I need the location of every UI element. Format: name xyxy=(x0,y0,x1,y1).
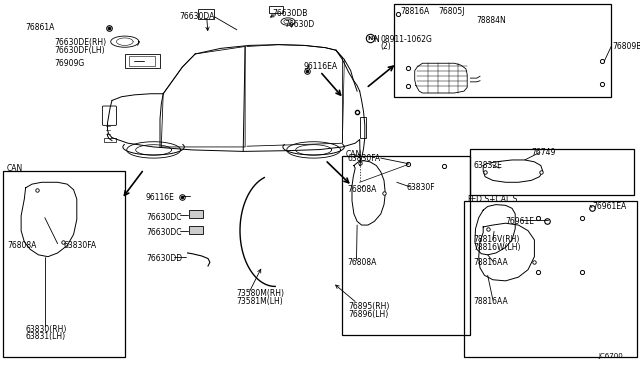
Text: 78816A: 78816A xyxy=(400,7,429,16)
Text: 76808A: 76808A xyxy=(348,185,377,194)
Text: 78884N: 78884N xyxy=(477,16,506,25)
Text: 78816V(RH): 78816V(RH) xyxy=(474,235,520,244)
Text: 76630DC: 76630DC xyxy=(146,213,181,222)
Text: FED.S+CAL.S: FED.S+CAL.S xyxy=(467,195,518,204)
Text: 76808A: 76808A xyxy=(348,258,377,267)
Text: 76805J: 76805J xyxy=(438,7,465,16)
Text: 76630DC: 76630DC xyxy=(146,228,181,237)
Text: CAN: CAN xyxy=(6,164,22,173)
FancyBboxPatch shape xyxy=(189,226,203,234)
Text: 76630DA: 76630DA xyxy=(179,12,214,21)
Text: 96116EA: 96116EA xyxy=(304,62,338,71)
Text: N: N xyxy=(367,36,372,41)
Text: 76630DB: 76630DB xyxy=(272,9,307,17)
Text: 08911-1062G: 08911-1062G xyxy=(380,35,432,44)
Text: 96116E: 96116E xyxy=(146,193,175,202)
Text: 76630D: 76630D xyxy=(285,20,315,29)
Text: 73580M(RH): 73580M(RH) xyxy=(237,289,285,298)
Text: 76961EA: 76961EA xyxy=(592,202,627,211)
Text: 78816AA: 78816AA xyxy=(474,258,508,267)
Text: CAN: CAN xyxy=(346,150,362,159)
Text: 76909G: 76909G xyxy=(54,59,84,68)
Text: 63831(LH): 63831(LH) xyxy=(26,332,66,341)
Text: (2): (2) xyxy=(380,42,391,51)
Text: 63830(RH): 63830(RH) xyxy=(26,325,67,334)
Text: 78816W(LH): 78816W(LH) xyxy=(474,243,521,252)
Text: 76808A: 76808A xyxy=(8,241,37,250)
Text: 78816AA: 78816AA xyxy=(474,297,508,306)
Text: 63830FA: 63830FA xyxy=(348,154,381,163)
Text: 73581M(LH): 73581M(LH) xyxy=(237,297,284,306)
Text: N: N xyxy=(373,35,379,44)
Text: 76961E: 76961E xyxy=(506,217,534,226)
Text: JC6700: JC6700 xyxy=(598,353,623,359)
Text: 76861A: 76861A xyxy=(25,23,54,32)
Text: 76895(RH): 76895(RH) xyxy=(349,302,390,311)
Text: 63832E: 63832E xyxy=(474,161,502,170)
Text: 76809B: 76809B xyxy=(612,42,640,51)
FancyBboxPatch shape xyxy=(189,210,203,218)
Text: 76630DF(LH): 76630DF(LH) xyxy=(54,46,105,55)
Text: 76749: 76749 xyxy=(531,148,556,157)
Text: 63830F: 63830F xyxy=(406,183,435,192)
Text: 63830FA: 63830FA xyxy=(64,241,97,250)
Text: 76630DD: 76630DD xyxy=(146,254,182,263)
Text: 76630DE(RH): 76630DE(RH) xyxy=(54,38,106,47)
Text: 76896(LH): 76896(LH) xyxy=(349,310,389,319)
